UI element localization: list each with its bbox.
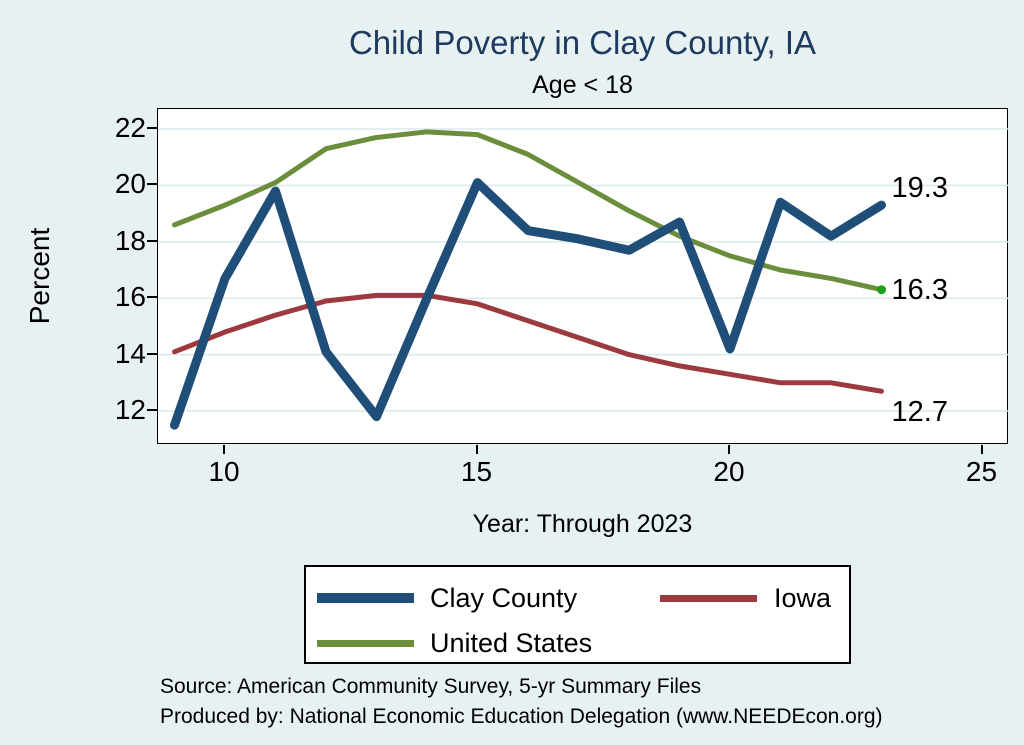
legend-label: Clay County — [430, 583, 578, 613]
source-line: Source: American Community Survey, 5-yr … — [160, 675, 702, 698]
series-line-clay-county — [170, 178, 886, 430]
y-tick-label: 18 — [114, 224, 146, 256]
x-tick-mark — [728, 445, 730, 454]
y-tick-label: 16 — [114, 281, 146, 313]
series-end-marker — [877, 285, 886, 295]
x-tick-label: 15 — [460, 456, 493, 487]
y-tick-mark — [147, 409, 157, 411]
x-tick-label: 10 — [208, 456, 240, 487]
legend: Clay County Iowa United States — [304, 565, 851, 664]
y-tick-label: 22 — [114, 112, 146, 143]
end-value-label: 19.3 — [891, 172, 948, 205]
x-tick-mark — [223, 445, 225, 454]
y-axis-title: Percent — [24, 227, 55, 325]
y-tick-mark — [147, 127, 157, 129]
x-axis-title: Year: Through 2023 — [472, 510, 693, 538]
y-tick-mark — [147, 352, 157, 355]
end-value-label: 12.7 — [891, 396, 948, 429]
chart-title: Child Poverty in Clay County, IA — [348, 24, 817, 61]
x-tick-mark — [980, 445, 983, 454]
legend-swatch-iowa — [660, 594, 757, 602]
chart-subtitle: Age < 18 — [532, 71, 633, 99]
plot-area: 19.3 16.3 12.7 — [157, 108, 1009, 444]
series-line-iowa — [172, 292, 884, 394]
series-line-united-states — [172, 129, 884, 293]
y-tick-label: 12 — [114, 394, 146, 425]
legend-swatch-clay-county — [317, 593, 414, 603]
x-tick-mark — [475, 445, 478, 454]
y-tick-mark — [147, 296, 157, 299]
produced-by-line: Produced by: National Economic Education… — [160, 705, 883, 728]
end-value-label: 16.3 — [891, 273, 948, 306]
x-tick-label: 25 — [965, 456, 998, 487]
legend-label: United States — [430, 628, 593, 658]
y-tick-label: 14 — [114, 337, 146, 369]
y-tick-label: 20 — [114, 168, 146, 200]
line-chart-svg — [158, 128, 1009, 430]
source-note: Source: American Community Survey, 5-yr … — [160, 672, 883, 732]
legend-label: Iowa — [774, 583, 832, 613]
y-tick-mark — [147, 239, 157, 242]
legend-swatch-united-states — [317, 639, 414, 647]
x-tick-label: 20 — [713, 456, 745, 487]
y-tick-mark — [147, 183, 157, 186]
